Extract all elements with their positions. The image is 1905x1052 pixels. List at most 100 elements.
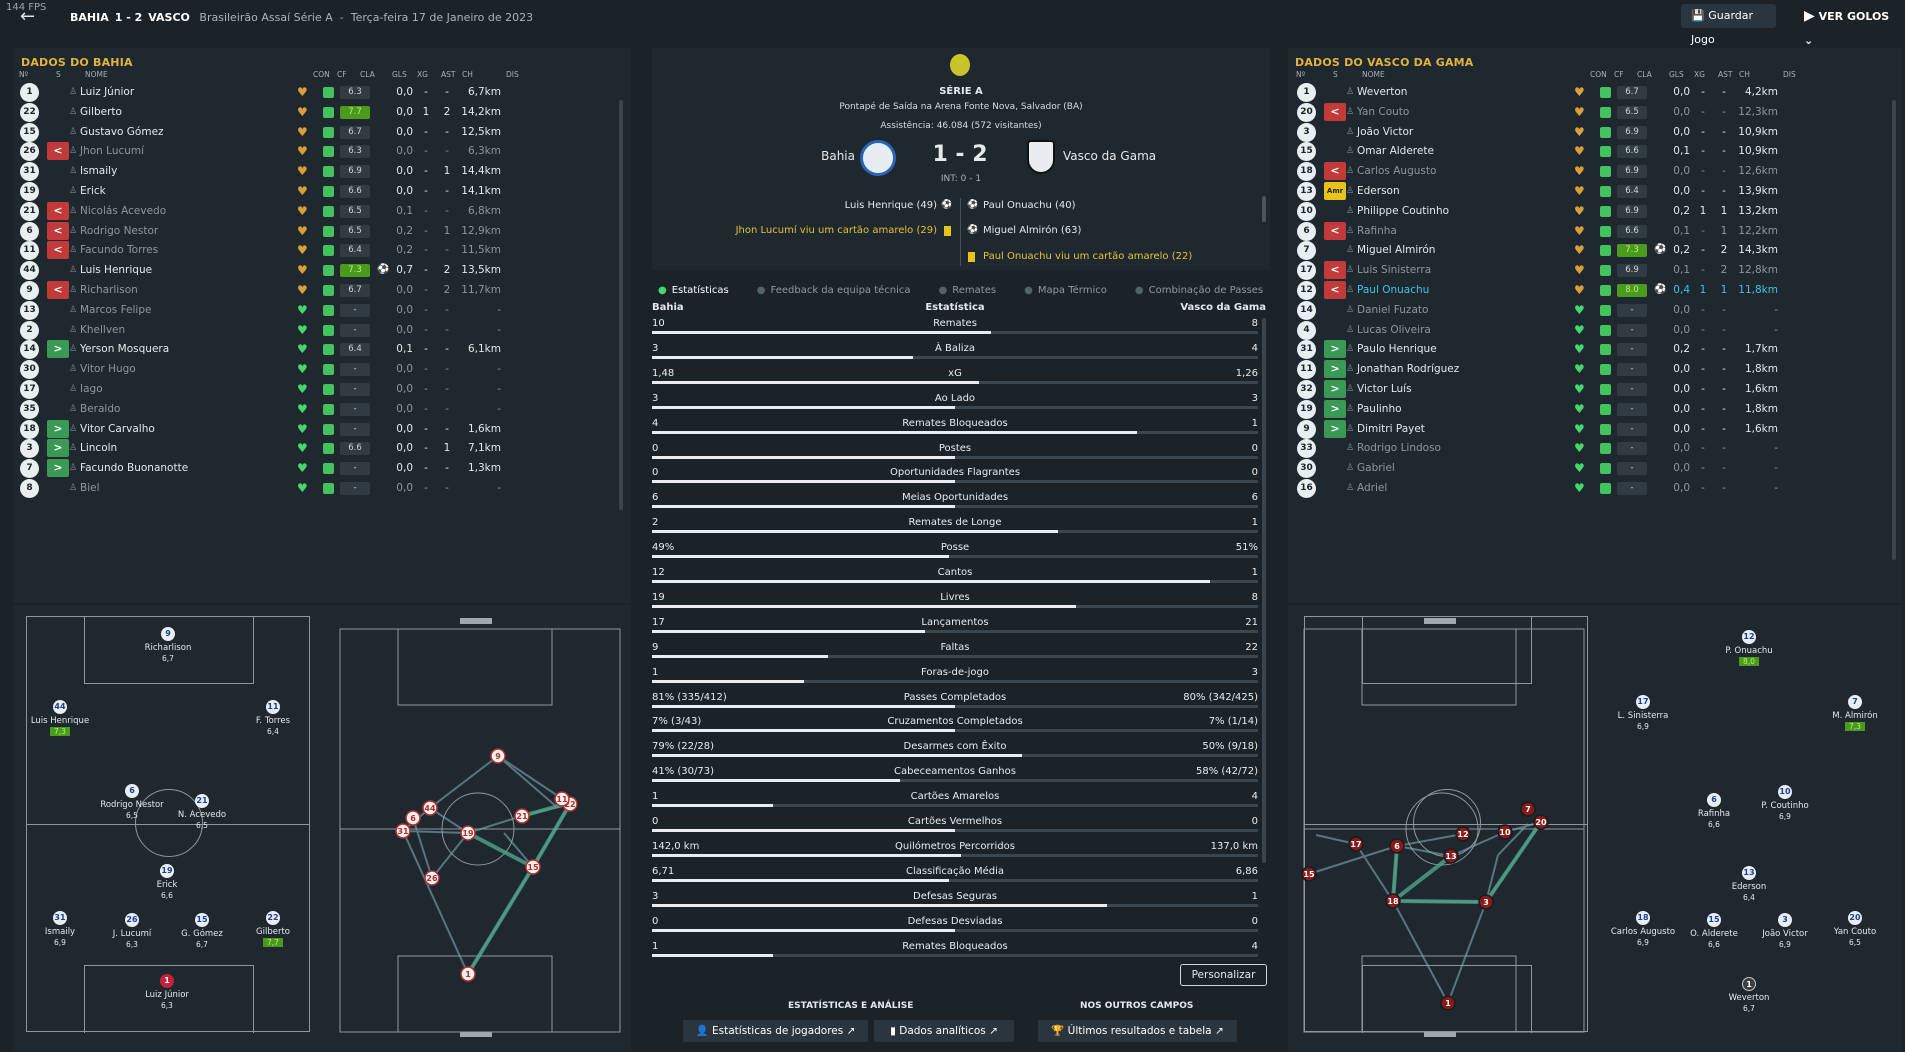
player-name[interactable]: Vitor Carvalho — [80, 422, 155, 435]
player-row[interactable]: 20 < ♙ Yan Couto ♥ 6.5 0,0- -12,3km — [1296, 101, 1896, 125]
pass-node[interactable]: 9 — [490, 748, 506, 764]
player-row[interactable]: 44 ♙ Luis Henrique ♥ 7.3 ⚽ 0,7- 2 13,5km — [19, 259, 619, 283]
pass-node[interactable]: 1 — [1440, 995, 1456, 1011]
player-name[interactable]: Rodrigo Nestor — [80, 224, 159, 237]
player-row[interactable]: 9 < ♙ Richarlison ♥ 6.7 0,0- 2 11,7km — [19, 279, 619, 303]
formation-player[interactable]: 13 Ederson 6,4 — [1714, 866, 1784, 903]
player-row[interactable]: 11 < ♙ Facundo Torres ♥ 6.4 0,2- -11,5km — [19, 239, 619, 263]
player-name[interactable]: Dimitri Payet — [1357, 422, 1425, 435]
player-row[interactable]: 13 ♙ Marcos Felipe ♥ -0,0- - - — [19, 299, 619, 323]
player-name[interactable]: Lucas Oliveira — [1357, 323, 1431, 336]
player-row[interactable]: 3 > ♙ Lincoln ♥ 6.6 0,0- 1 7,1km — [19, 437, 619, 461]
player-row[interactable]: 6 < ♙ Rafinha ♥ 6.6 0,1- 1 12,2km — [1296, 220, 1896, 244]
pass-node[interactable]: 3 — [1478, 894, 1494, 910]
away-header-name[interactable]: NOME — [1362, 70, 1385, 79]
player-row[interactable]: 15 ♙ Gustavo Gómez ♥ 6.7 0,0- -12,5km — [19, 121, 619, 145]
player-row[interactable]: 13 Amr ♙ Ederson ♥ 6.4 0,0- -13,9km — [1296, 180, 1896, 204]
formation-player[interactable]: 9 Richarlison 6,7 — [133, 627, 203, 664]
player-name[interactable]: Paulinho — [1357, 402, 1402, 415]
player-row[interactable]: 10 ♙ Philippe Coutinho ♥ 6.9 0,2 1 1 13,2km — [1296, 200, 1896, 224]
player-row[interactable]: 17 < ♙ Luis Sinisterra ♥ 6.9 0,1- 2 12,8km — [1296, 259, 1896, 283]
formation-player[interactable]: 6 Rafinha 6,6 — [1679, 793, 1749, 830]
away-header-s[interactable]: S — [1333, 70, 1338, 79]
player-row[interactable]: 19 > ♙ Paulinho ♥ -0,0- -1,8km — [1296, 398, 1896, 422]
away-header-cf[interactable]: CF — [1614, 70, 1624, 79]
away-header-gls[interactable]: GLS — [1669, 70, 1684, 79]
pass-node[interactable]: 6 — [1389, 838, 1405, 854]
player-name[interactable]: Gustavo Gómez — [80, 125, 164, 138]
player-name[interactable]: Daniel Fuzato — [1357, 303, 1429, 316]
away-list-scrollbar[interactable] — [1892, 100, 1896, 560]
player-name[interactable]: Gabriel — [1357, 462, 1395, 475]
player-name[interactable]: Luiz Júnior — [80, 86, 135, 98]
events-scrollbar[interactable] — [1262, 196, 1266, 222]
home-header-s[interactable]: S — [56, 70, 61, 79]
player-name[interactable]: Paulo Henrique — [1357, 343, 1437, 356]
player-row[interactable]: 31 ♙ Ismaily ♥ 6.9 0,0- 1 14,4km — [19, 160, 619, 184]
away-header-dis[interactable]: DIS — [1783, 70, 1796, 79]
home-list-scrollbar[interactable] — [619, 100, 623, 510]
formation-player[interactable]: 12 P. Onuachu 8,0 — [1714, 630, 1784, 667]
pass-node[interactable]: 10 — [1497, 824, 1513, 840]
home-header-xg[interactable]: XG — [417, 70, 428, 79]
player-row[interactable]: 11 > ♙ Jonathan Rodríguez ♥ -0,0- -1,8km — [1296, 358, 1896, 382]
pass-node[interactable]: 19 — [460, 825, 476, 841]
home-team-name[interactable]: Bahia — [821, 149, 855, 163]
tab-staff-feedback[interactable]: ● Feedback da equipa técnica — [756, 285, 911, 296]
pass-node[interactable]: 17 — [1348, 836, 1364, 852]
formation-player[interactable]: 21 N. Acevedo 6,5 — [167, 794, 237, 831]
formation-player[interactable]: 6 Rodrigo Nestor 6,5 — [97, 784, 167, 821]
tab-pass-combination[interactable]: ● Combinação de Passes — [1134, 285, 1264, 296]
player-row[interactable]: 6 < ♙ Rodrigo Nestor ♥ 6.5 0,2- 1 12,9km — [19, 220, 619, 244]
away-header-con[interactable]: CON — [1590, 70, 1607, 79]
player-name[interactable]: Rafinha — [1357, 224, 1397, 237]
player-name[interactable]: Facundo Buonanotte — [80, 462, 189, 475]
player-row[interactable]: 8 ♙ Biel ♥ -0,0- - - — [19, 477, 619, 501]
away-header-cla[interactable]: CLA — [1637, 70, 1652, 79]
player-row[interactable]: 15 ♙ Omar Alderete ♥ 6.6 0,1- -10,9km — [1296, 140, 1896, 164]
player-row[interactable]: 7 ♙ Miguel Almirón ♥ 7.3 ⚽ 0,2- 2 14,3km — [1296, 239, 1896, 263]
away-header-ast[interactable]: AST — [1718, 70, 1733, 79]
player-row[interactable]: 33 ♙ Rodrigo Lindoso ♥ -0,0- - - — [1296, 437, 1896, 461]
player-name[interactable]: Ismaily — [80, 165, 118, 178]
player-name[interactable]: Khellven — [80, 323, 126, 336]
player-name[interactable]: Marcos Felipe — [80, 303, 152, 316]
player-row[interactable]: 14 ♙ Daniel Fuzato ♥ -0,0- - - — [1296, 299, 1896, 323]
analytics-button[interactable]: ▮ Dados analíticos ↗ — [874, 1020, 1014, 1042]
home-header-ch[interactable]: CH — [462, 70, 473, 79]
home-header-dis[interactable]: DIS — [506, 70, 519, 79]
player-row[interactable]: 26 < ♙ Jhon Lucumí ♥ 6.3 0,0- -6,3km — [19, 140, 619, 164]
player-name[interactable]: João Victor — [1357, 125, 1414, 138]
player-name[interactable]: Gilberto — [80, 105, 122, 118]
player-name[interactable]: Paul Onuachu — [1357, 284, 1430, 296]
away-team-name[interactable]: Vasco da Gama — [1063, 149, 1157, 163]
player-name[interactable]: Jonathan Rodríguez — [1357, 363, 1460, 376]
player-row[interactable]: 1 ♙ Luiz Júnior ♥ 6.3 0,0- -6,7km — [19, 81, 619, 105]
tab-shots[interactable]: ● Remates — [938, 285, 997, 296]
player-row[interactable]: 19 ♙ Erick ♥ 6.6 0,0- -14,1km — [19, 180, 619, 204]
pass-node[interactable]: 31 — [395, 823, 411, 839]
formation-player[interactable]: 22 Gilberto 7,7 — [238, 911, 308, 948]
player-name[interactable]: Vitor Hugo — [80, 363, 136, 376]
player-row[interactable]: 16 ♙ Adriel ♥ -0,0- - - — [1296, 477, 1896, 501]
home-team-code[interactable]: BAHIA — [70, 11, 109, 24]
home-header-cla[interactable]: CLA — [360, 70, 375, 79]
results-table-button[interactable]: 🏆 Últimos resultados e tabela ↗ — [1038, 1020, 1237, 1042]
home-header-n[interactable]: Nº — [19, 70, 29, 79]
player-name[interactable]: Nicolás Acevedo — [80, 204, 167, 217]
player-row[interactable]: 22 ♙ Gilberto ♥ 7.7 0,0 1 2 14,2km — [19, 101, 619, 125]
formation-player[interactable]: 18 Carlos Augusto 6,9 — [1608, 911, 1678, 948]
player-row[interactable]: 17 ♙ Iago ♥ -0,0- - - — [19, 378, 619, 402]
save-game-button[interactable]: 💾 Guardar Jogo — [1681, 4, 1776, 46]
player-row[interactable]: 12 < ♙ Paul Onuachu ♥ 8.0 ⚽ 0,4 1 1 11,8km — [1296, 279, 1896, 303]
player-row[interactable]: 35 ♙ Beraldo ♥ -0,0- - - — [19, 398, 619, 422]
player-name[interactable]: Rodrigo Lindoso — [1357, 442, 1441, 455]
player-row[interactable]: 18 > ♙ Vitor Carvalho ♥ -0,0- -1,6km — [19, 418, 619, 442]
player-row[interactable]: 1 ♙ Weverton ♥ 6.7 0,0- -4,2km — [1296, 81, 1896, 105]
player-name[interactable]: Iago — [80, 383, 103, 395]
player-name[interactable]: Facundo Torres — [80, 244, 159, 257]
pass-node[interactable]: 18 — [1385, 893, 1401, 909]
player-name[interactable]: Victor Luís — [1357, 383, 1412, 395]
competition[interactable]: Brasileirão Assaí Série A — [199, 11, 333, 24]
home-header-gls[interactable]: GLS — [392, 70, 407, 79]
